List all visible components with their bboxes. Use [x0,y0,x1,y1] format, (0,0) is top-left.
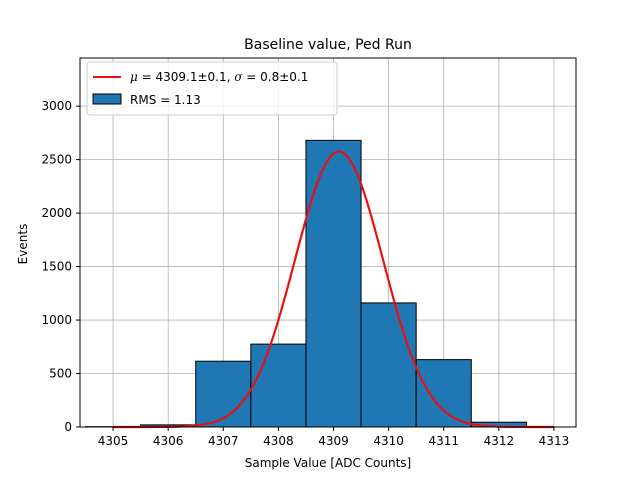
legend-sigma-symbol: σ [234,70,243,84]
x-tick-label: 4309 [318,434,349,448]
x-tick-label: 4305 [98,434,129,448]
y-tick-label: 2000 [41,206,72,220]
legend-mu-value: = 4309.1±0.1, [138,70,234,84]
histogram-bar [305,139,362,428]
y-axis-label: Events [16,224,30,265]
x-axis-label: Sample Value [ADC Counts] [245,456,411,470]
x-tick-label: 4313 [539,434,570,448]
legend-mu-symbol: μ [130,70,138,84]
fit-curve-layer [113,150,554,429]
legend-hist-label: RMS = 1.13 [130,93,201,107]
x-tick-label: 4310 [373,434,404,448]
y-tick-label: 1000 [41,313,72,327]
x-axis-ticks: 4305 4306 4307 4308 4309 4310 4311 4312 4313 [98,427,569,448]
y-axis-ticks: 0 500 1000 1500 2000 2500 3000 [41,99,80,434]
x-tick-label: 4307 [208,434,239,448]
legend: μ = 4309.1±0.1, σ = 0.8±0.1 RMS = 1.13 [86,61,338,116]
legend-box [86,61,338,116]
plot-frame [79,57,577,428]
y-tick-label: 0 [64,420,72,434]
x-tick-label: 4308 [263,434,294,448]
legend-hist-swatch [92,93,122,105]
y-tick-label: 3000 [41,99,72,113]
chart-title: Baseline value, Ped Run [244,37,412,53]
x-tick-label: 4306 [153,434,184,448]
histogram-bar [415,359,472,428]
x-tick-label: 4312 [484,434,515,448]
histogram-bar [360,302,417,428]
fit-curve [113,150,554,429]
y-tick-label: 2500 [41,153,72,167]
y-tick-label: 1500 [41,260,72,274]
legend-sigma-value: = 0.8±0.1 [242,70,308,84]
histogram-bar [195,360,252,428]
histogram-bar [250,343,307,428]
y-tick-label: 500 [49,367,72,381]
legend-fit-label: μ = 4309.1±0.1, σ = 0.8±0.1 [130,70,308,84]
x-tick-label: 4311 [428,434,459,448]
